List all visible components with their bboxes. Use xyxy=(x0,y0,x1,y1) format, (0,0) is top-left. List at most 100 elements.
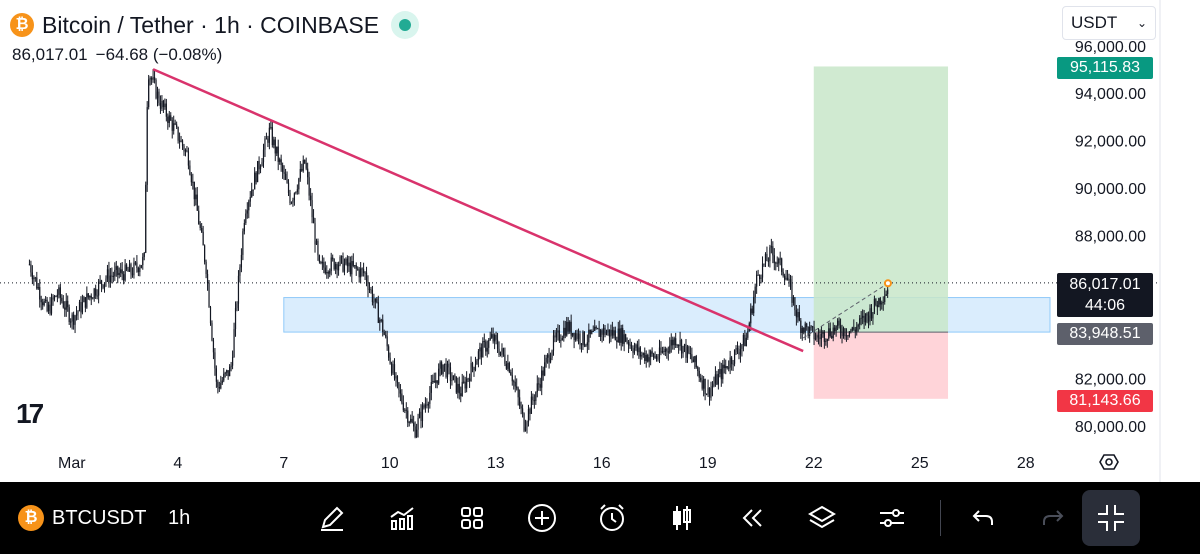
interval-button[interactable]: 1h xyxy=(168,506,191,529)
candle-body xyxy=(190,174,192,183)
candle-body xyxy=(772,246,774,256)
candle-body xyxy=(268,127,270,143)
candle-body xyxy=(480,347,482,358)
candle-body xyxy=(68,307,70,322)
candle-body xyxy=(635,344,637,348)
candle-body xyxy=(651,351,653,354)
redo-icon[interactable] xyxy=(1031,496,1075,540)
candle-body xyxy=(557,330,559,333)
candle-body xyxy=(558,330,560,341)
candle-body xyxy=(159,103,162,109)
candle-body xyxy=(329,271,331,274)
candle-body xyxy=(467,378,469,380)
candle-body xyxy=(87,293,89,298)
candle-body xyxy=(675,338,677,346)
candles-icon[interactable] xyxy=(660,496,704,540)
candle-body xyxy=(807,326,809,336)
candle-body xyxy=(283,172,285,174)
candle-body xyxy=(866,313,868,316)
y-tick-label: 88,000.00 xyxy=(1075,229,1146,246)
candle-body xyxy=(461,381,463,397)
candle-body xyxy=(265,138,268,140)
candle-body xyxy=(838,320,840,326)
candle-body xyxy=(766,253,768,261)
candle-body xyxy=(496,339,499,349)
candle-body xyxy=(276,146,278,154)
take-profit-price-badge: 95,115.83 xyxy=(1057,57,1153,79)
projection-handle xyxy=(883,279,892,288)
candle-body xyxy=(149,78,151,80)
candle-body xyxy=(230,365,232,367)
exit-fullscreen-button[interactable] xyxy=(1082,490,1140,546)
candle-body xyxy=(233,329,235,358)
chart-area[interactable]: 80,000.00 82,000.00 88,000.00 90,000.00 92,0… xyxy=(0,0,1200,482)
candle-body xyxy=(286,179,288,183)
candle-body xyxy=(439,362,441,369)
layers-icon[interactable] xyxy=(800,496,844,540)
replay-icon[interactable] xyxy=(730,496,774,540)
candle-body xyxy=(854,329,856,332)
candle-body xyxy=(365,272,368,282)
candle-body xyxy=(533,400,535,402)
candle-body xyxy=(343,263,346,272)
market-open-indicator-icon xyxy=(391,11,420,39)
candle-body xyxy=(661,350,664,353)
candle-body xyxy=(348,262,350,267)
candle-body xyxy=(224,372,226,374)
candle-body xyxy=(423,405,425,408)
toolbar-symbol: BTCUSDT xyxy=(52,506,146,529)
candle-body xyxy=(564,327,566,336)
candle-body xyxy=(433,380,435,383)
candle-body xyxy=(86,293,88,308)
candle-body xyxy=(729,357,731,368)
candle-body xyxy=(739,348,742,355)
plus-icon[interactable] xyxy=(520,496,564,540)
candle-body xyxy=(287,182,290,193)
candle-body xyxy=(580,343,583,346)
price-change: −64.68 (−0.08%) xyxy=(95,45,223,64)
candle-body xyxy=(398,382,400,391)
candle-body xyxy=(722,364,724,380)
candle-body xyxy=(146,107,148,185)
chart-settings-icon xyxy=(1099,454,1119,470)
candle-body xyxy=(302,159,304,171)
candle-body xyxy=(340,255,343,258)
candle-body xyxy=(803,327,805,333)
candle-body xyxy=(128,264,131,272)
undo-icon[interactable] xyxy=(961,496,1005,540)
settings-icon[interactable] xyxy=(870,496,914,540)
candle-body xyxy=(148,79,150,108)
candle-body xyxy=(254,172,256,190)
candle-body xyxy=(95,288,97,296)
candle-body xyxy=(859,318,861,325)
symbol-button[interactable]: ₿ BTCUSDT xyxy=(18,505,146,531)
alarm-icon[interactable] xyxy=(590,496,634,540)
candle-body xyxy=(124,264,126,281)
price-chart[interactable]: 80,000.00 82,000.00 88,000.00 90,000.00 92,0… xyxy=(0,0,1200,482)
candle-body xyxy=(234,308,237,330)
candle-body xyxy=(441,362,443,374)
candle-body xyxy=(123,274,125,281)
candle-body xyxy=(152,77,154,80)
candle-body xyxy=(711,385,714,389)
candle-body xyxy=(371,289,374,303)
x-tick-label: 25 xyxy=(911,455,929,472)
candle-body xyxy=(572,332,574,336)
candle-body xyxy=(876,305,878,308)
candle-body xyxy=(45,299,47,302)
candle-body xyxy=(217,381,219,387)
candle-body xyxy=(516,386,518,389)
candle-body xyxy=(604,327,606,335)
indicators-icon[interactable] xyxy=(380,496,424,540)
candle-body xyxy=(532,396,534,401)
candle-body xyxy=(551,350,553,358)
candle-body xyxy=(555,332,558,338)
candle-body xyxy=(80,302,82,313)
grid-icon[interactable] xyxy=(450,496,494,540)
pencil-icon[interactable] xyxy=(310,496,354,540)
symbol-title[interactable]: Bitcoin / Tether · 1h · COINBASE xyxy=(42,11,380,38)
currency-selector[interactable]: USDT ⌄ xyxy=(1062,6,1156,40)
candle-body xyxy=(383,331,385,335)
symbol-header[interactable]: ₿ Bitcoin / Tether · 1h · COINBASE xyxy=(10,10,420,40)
candle-body xyxy=(776,262,778,264)
